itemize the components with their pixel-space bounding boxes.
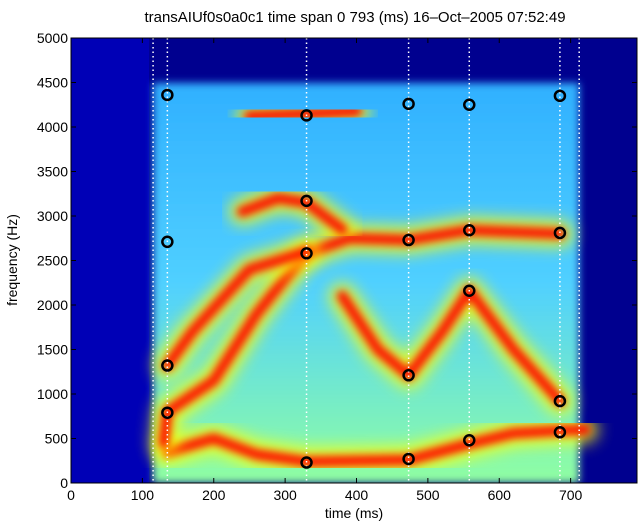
formant-markers (161, 88, 567, 469)
formant-marker (161, 88, 174, 102)
formant-track-core (336, 285, 566, 407)
formant-track-core (243, 105, 362, 122)
x-tick-label: 700 (559, 487, 583, 503)
y-tick-label: 1000 (37, 386, 68, 402)
formant-marker (300, 247, 313, 260)
y-tick-label: 5000 (37, 30, 68, 46)
formant-marker (161, 235, 174, 249)
formant-marker (463, 98, 476, 111)
formant-marker (402, 452, 415, 466)
x-tick-label: 300 (273, 487, 297, 503)
x-tick-label: 200 (202, 487, 226, 503)
x-axis-label: time (ms) (325, 505, 383, 521)
pre-onset-noise (71, 38, 150, 483)
formant-marker (463, 284, 476, 298)
formant-marker (402, 97, 415, 111)
formant-track-core (236, 192, 348, 235)
x-tick-label: 500 (416, 487, 440, 503)
y-tick-label: 4000 (37, 119, 68, 135)
y-tick-label: 500 (45, 431, 69, 447)
formant-marker (300, 109, 313, 122)
y-axis-label: frequency (Hz) (4, 214, 20, 306)
formant-marker (161, 359, 174, 372)
formant-marker (553, 226, 567, 240)
formant-track-core (161, 424, 591, 468)
x-tick-label: 600 (488, 487, 512, 503)
formant-marker (553, 394, 567, 408)
formant-tracks (150, 98, 598, 475)
y-tick-label: 2000 (37, 297, 68, 313)
formant-marker (553, 426, 567, 439)
formant-marker (300, 194, 313, 208)
y-tick-label: 4500 (37, 75, 68, 91)
y-tick-label: 0 (60, 475, 68, 491)
x-tick-label: 100 (131, 487, 155, 503)
y-tick-label: 2500 (37, 253, 68, 269)
formant-marker (463, 434, 476, 447)
formant-marker (463, 223, 476, 237)
chart-title: transAIUf0s0a0c1 time span 0 793 (ms) 16… (144, 9, 565, 26)
x-axis-ticks: 0 100 200 300 400 500 600 700 (67, 38, 583, 503)
formant-marker (161, 406, 174, 419)
formant-marker (402, 233, 415, 247)
formant-track-core (161, 246, 312, 371)
y-tick-label: 1500 (37, 342, 68, 358)
y-tick-label: 3000 (37, 208, 68, 224)
x-tick-label: 400 (345, 487, 369, 503)
formant-marker (300, 456, 313, 469)
y-axis-ticks: 0 500 1000 1500 2000 2500 3000 3500 4000 4500 5000 (37, 30, 637, 491)
x-tick-label: 0 (67, 487, 75, 503)
y-tick-label: 3500 (37, 164, 68, 180)
plot-area (71, 38, 637, 483)
formant-marker (553, 89, 567, 103)
formant-marker (402, 369, 415, 382)
